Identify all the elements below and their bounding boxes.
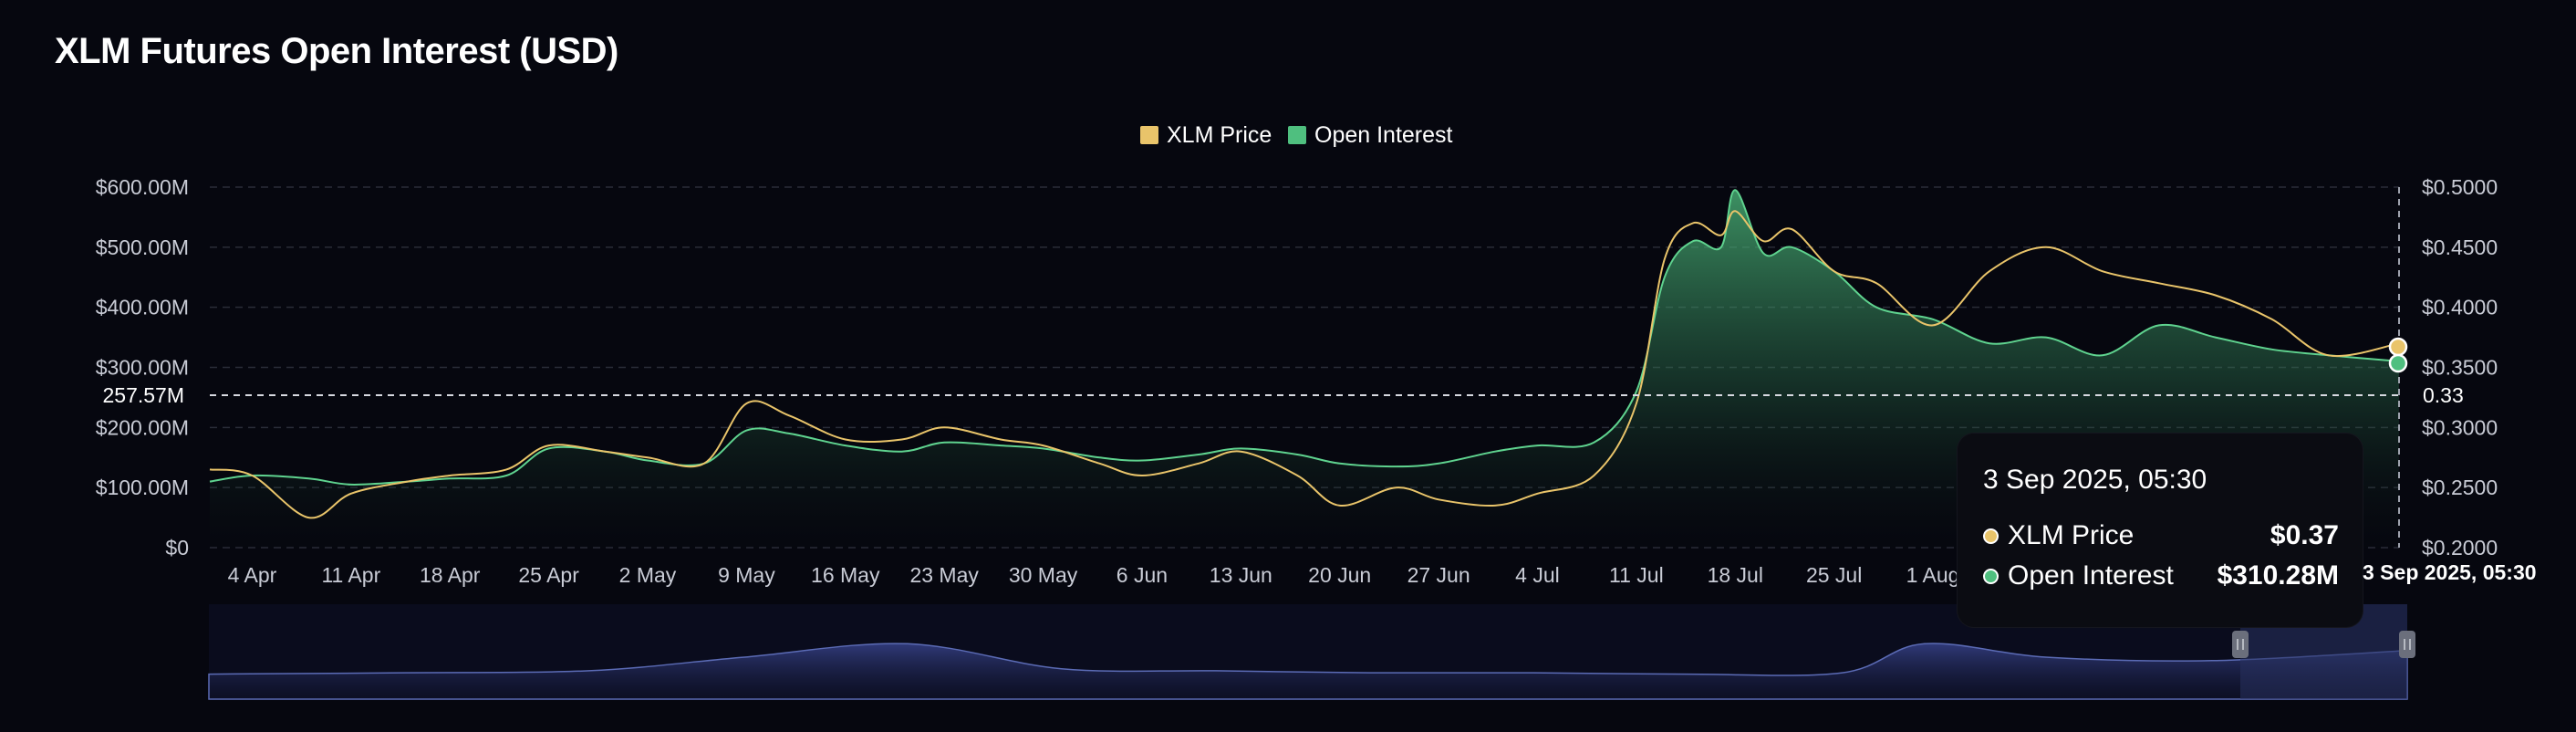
y-left-tick-label: $400.00M	[96, 296, 189, 319]
x-tick-label: 9 May	[718, 563, 775, 587]
tooltip-dot-open-interest	[1983, 568, 1999, 584]
y-axis-left: $0 $100.00M $200.00M $300.00M $400.00M $500.0…	[96, 175, 189, 559]
legend-swatch-open-interest	[1288, 126, 1306, 144]
x-tick-label: 25 Jul	[1806, 563, 1862, 587]
tooltip-label-price: XLM Price	[2008, 520, 2135, 550]
x-tick-label: 27 Jun	[1407, 563, 1470, 587]
x-tick-label: 13 Jun	[1210, 563, 1272, 587]
crosshair-right-value: 0.33	[2423, 383, 2464, 407]
navigator[interactable]	[208, 604, 2415, 700]
navigator-handle-right[interactable]	[2399, 631, 2415, 658]
tooltip-row-price: XLM Price $0.37	[1983, 518, 2339, 554]
y-left-tick-label: $300.00M	[96, 356, 189, 380]
x-tick-label: 25 Apr	[518, 563, 579, 587]
x-tick-label: 30 May	[1009, 563, 1078, 587]
legend-item-open-interest[interactable]: Open Interest	[1288, 122, 1453, 148]
x-tick-label: 4 Apr	[228, 563, 277, 587]
x-axis: 4 Apr 11 Apr 18 Apr 25 Apr 2 May 9 May 16 May 2…	[228, 563, 1960, 587]
x-tick-label: 11 Jul	[1609, 563, 1664, 587]
x-tick-label: 2 May	[619, 563, 677, 587]
y-left-tick-label: $100.00M	[96, 476, 189, 499]
crosshair-left-value: 257.57M	[102, 383, 184, 407]
legend-item-price[interactable]: XLM Price	[1140, 122, 1272, 148]
x-tick-label: 16 May	[811, 563, 880, 587]
y-right-tick-label: $0.5000	[2422, 175, 2498, 199]
y-left-tick-label: $0	[165, 536, 189, 559]
x-tick-label: 18 Jul	[1708, 563, 1763, 587]
xlm-price-line	[209, 210, 2400, 519]
crosshair-x-label: 3 Sep 2025, 05:30	[2363, 560, 2537, 584]
x-tick-label: 6 Jun	[1117, 563, 1168, 587]
y-right-tick-label: $0.4500	[2422, 235, 2498, 259]
tooltip-row-open-interest: Open Interest $310.28M	[1983, 558, 2339, 594]
x-tick-label: 20 Jun	[1308, 563, 1371, 587]
open-interest-area	[210, 190, 2399, 548]
crosshair: 257.57M 0.33	[102, 187, 2464, 548]
legend-label-price: XLM Price	[1167, 122, 1272, 148]
tooltip-date: 3 Sep 2025, 05:30	[1983, 465, 2207, 495]
y-right-tick-label: $0.4000	[2422, 296, 2498, 319]
navigator-handle-left[interactable]	[2232, 631, 2249, 658]
x-tick-label: 23 May	[909, 563, 979, 587]
tooltip: 3 Sep 2025, 05:30 XLM Price $0.37 Open I…	[1958, 434, 2363, 627]
y-right-tick-label: $0.3000	[2422, 415, 2498, 439]
y-right-tick-label: $0.3500	[2422, 356, 2498, 380]
tooltip-value-price: $0.37	[2270, 520, 2339, 550]
y-right-tick-label: $0.2500	[2422, 476, 2498, 499]
y-left-tick-label: $200.00M	[96, 415, 189, 439]
price-marker	[2388, 337, 2408, 357]
open-interest-marker	[2388, 353, 2408, 373]
navigator-area	[208, 643, 2408, 700]
x-tick-label: 11 Apr	[321, 563, 380, 587]
y-right-tick-label: $0.2000	[2422, 536, 2498, 559]
legend: XLM Price Open Interest	[1140, 122, 1453, 148]
x-tick-label: 18 Apr	[420, 563, 481, 587]
tooltip-dot-price	[1983, 528, 1999, 544]
y-left-tick-label: $600.00M	[96, 175, 189, 199]
tooltip-value-open-interest: $310.28M	[2217, 560, 2339, 591]
legend-label-open-interest: Open Interest	[1314, 122, 1453, 148]
y-axis-right: $0.2000 $0.2500 $0.3000 $0.3500 $0.4000 $0.45…	[2422, 175, 2498, 559]
legend-swatch-price	[1140, 126, 1158, 144]
x-tick-label: 4 Jul	[1515, 563, 1560, 587]
y-left-tick-label: $500.00M	[96, 235, 189, 259]
x-tick-label: 1 Aug	[1906, 563, 1960, 587]
tooltip-label-open-interest: Open Interest	[2008, 560, 2174, 591]
chart-title: XLM Futures Open Interest (USD)	[55, 31, 618, 71]
